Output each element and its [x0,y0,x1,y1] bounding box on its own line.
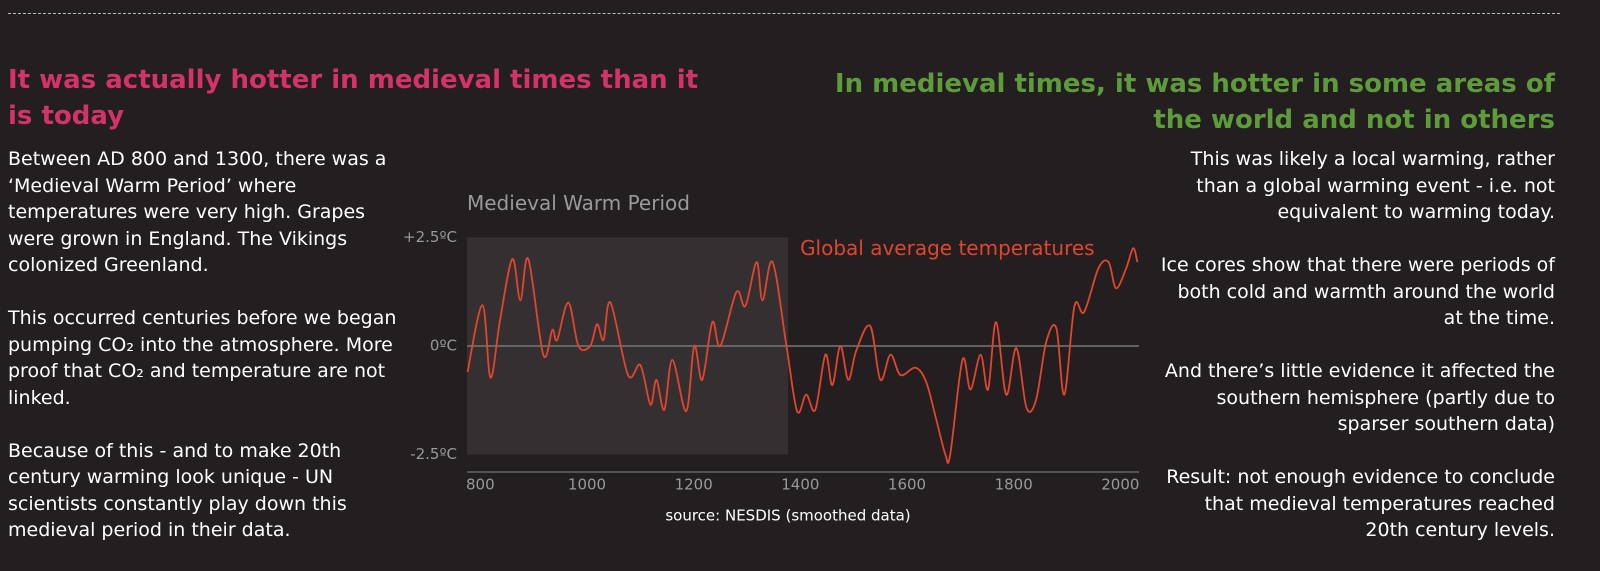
paragraph: This was likely a local warming, rather … [1190,148,1555,223]
x-tick-label: 1000 [568,476,606,494]
paragraph: This occurred centuries before we began … [8,307,397,409]
line-series [466,247,1139,464]
x-tick-label: 800 [466,476,495,494]
y-tick-label: 0ºC [430,336,457,354]
highlight-label: Medieval Warm Period [467,191,690,215]
paragraph: And there’s little evidence it affected … [1164,360,1555,435]
paragraph: Ice cores show that there were periods o… [1160,254,1555,329]
left-column: Between AD 800 and 1300, there was a ‘Me… [8,146,403,570]
series-label: Global average temperatures [800,236,1095,260]
x-tick-label: 1600 [888,476,926,494]
source: source: NESDIS (smoothed data) [665,507,910,525]
y-tick-label: -2.5ºC [410,445,457,463]
divider [8,13,1560,14]
right-heading: In medieval times, it was hotter in some… [834,69,1555,135]
paragraph: Between AD 800 and 1300, there was a ‘Me… [8,148,387,276]
x-tick-label: 1800 [995,476,1033,494]
x-tick-label: 1400 [781,476,819,494]
y-tick-label: +2.5ºC [403,228,457,246]
right-column: This was likely a local warming, rather … [1155,146,1555,570]
x-tick-label: 1200 [675,476,713,494]
paragraph: Result: not enough evidence to conclude … [1166,466,1555,541]
paragraph: Because of this - and to make 20th centu… [8,439,347,542]
x-tick-label: 2000 [1101,476,1139,494]
left-heading: It was actually hotter in medieval times… [8,65,699,131]
